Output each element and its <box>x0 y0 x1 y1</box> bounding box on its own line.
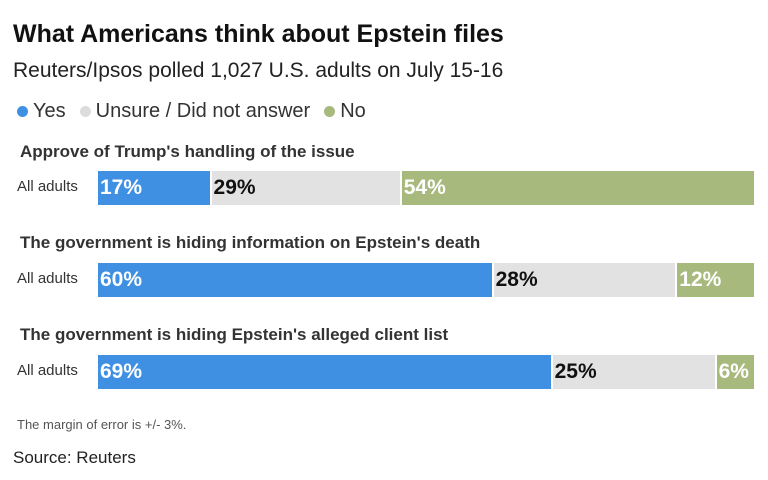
segment-label-unsure: 29% <box>213 176 256 199</box>
legend-dot-no <box>324 106 336 117</box>
question-3-bar: 69% 25% 6% <box>98 355 754 389</box>
chart-title: What Americans think about Epstein files <box>13 20 504 48</box>
segment-label-no: 12% <box>679 268 722 291</box>
legend-label-unsure: Unsure / Did not answer <box>95 100 311 122</box>
legend-label-yes: Yes <box>33 100 66 122</box>
legend-item-unsure: Unsure / Did not answer <box>79 100 311 123</box>
bar-segment-unsure: 25% <box>550 355 715 389</box>
margin-of-error-note: The margin of error is +/- 3%. <box>17 417 187 432</box>
bar-segment-yes: 17% <box>98 171 210 205</box>
bar-segment-unsure: 29% <box>209 171 400 205</box>
bar-segment-no: 12% <box>675 263 754 297</box>
chart-subtitle: Reuters/Ipsos polled 1,027 U.S. adults o… <box>13 59 504 82</box>
bar-segment-yes: 60% <box>98 263 492 297</box>
legend-dot-unsure <box>79 106 91 117</box>
segment-label-yes: 69% <box>100 360 143 383</box>
bar-segment-no: 6% <box>714 355 754 389</box>
question-1-group-label: All adults <box>17 178 78 195</box>
segment-label-yes: 17% <box>100 176 143 199</box>
legend-item-yes: Yes <box>17 100 66 123</box>
source-credit: Source: Reuters <box>13 448 136 467</box>
legend-dot-yes <box>17 106 28 117</box>
question-3-group-label: All adults <box>17 362 78 379</box>
legend: Yes Unsure / Did not answer No <box>17 100 366 123</box>
question-2-group-label: All adults <box>17 270 78 287</box>
question-2-title: The government is hiding information on … <box>20 233 481 252</box>
bar-segment-unsure: 28% <box>491 263 676 297</box>
segment-label-unsure: 28% <box>495 268 538 291</box>
legend-item-no: No <box>324 100 366 123</box>
bar-segment-yes: 69% <box>98 355 551 389</box>
legend-label-no: No <box>340 100 366 122</box>
bar-segment-no: 54% <box>399 171 754 205</box>
segment-label-no: 6% <box>718 360 749 383</box>
segment-label-unsure: 25% <box>554 360 597 383</box>
question-3-title: The government is hiding Epstein's alleg… <box>20 325 449 344</box>
question-2-bar: 60% 28% 12% <box>98 263 754 297</box>
segment-label-no: 54% <box>403 176 446 199</box>
question-1-bar: 17% 29% 54% <box>98 171 754 205</box>
segment-label-yes: 60% <box>100 268 143 291</box>
question-1-title: Approve of Trump's handling of the issue <box>20 142 355 161</box>
